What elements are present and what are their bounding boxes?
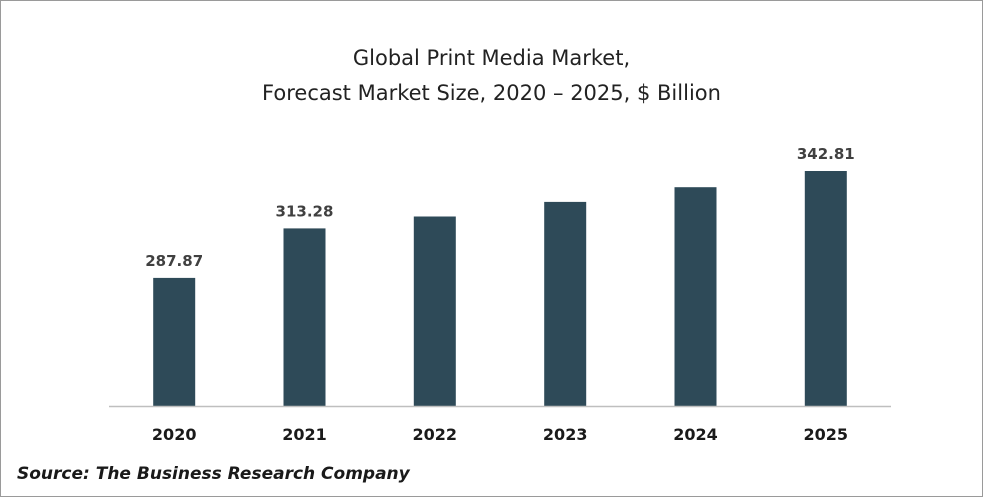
data-label-2020: 287.87 bbox=[145, 252, 203, 270]
bars-layer bbox=[153, 171, 847, 406]
bar-2024 bbox=[674, 187, 717, 406]
x-tick-label-2025: 2025 bbox=[804, 425, 849, 444]
x-tick-label-2021: 2021 bbox=[282, 425, 327, 444]
source-note: Source: The Business Research Company bbox=[17, 464, 410, 484]
x-tick-labels-layer: 2020 2021 2022 2023 2024 2025 bbox=[152, 425, 848, 444]
data-label-2021: 313.28 bbox=[276, 202, 334, 220]
data-labels-layer: 287.87 313.28 342.81 bbox=[145, 145, 854, 270]
x-tick-label-2022: 2022 bbox=[413, 425, 458, 444]
chart-title-line-1: Global Print Media Market, bbox=[352, 46, 631, 70]
bar-2022 bbox=[413, 216, 456, 406]
data-label-2025: 342.81 bbox=[797, 145, 855, 163]
bar-2021 bbox=[283, 228, 326, 406]
bar-2023 bbox=[544, 201, 587, 406]
bar-2025 bbox=[804, 171, 847, 406]
bar-2020 bbox=[153, 277, 196, 406]
x-tick-label-2024: 2024 bbox=[673, 425, 718, 444]
x-tick-label-2020: 2020 bbox=[152, 425, 197, 444]
chart-title: Global Print Media Market, Forecast Mark… bbox=[1, 41, 982, 111]
x-tick-label-2023: 2023 bbox=[543, 425, 588, 444]
chart-title-line-2: Forecast Market Size, 2020 – 2025, $ Bil… bbox=[262, 81, 721, 105]
